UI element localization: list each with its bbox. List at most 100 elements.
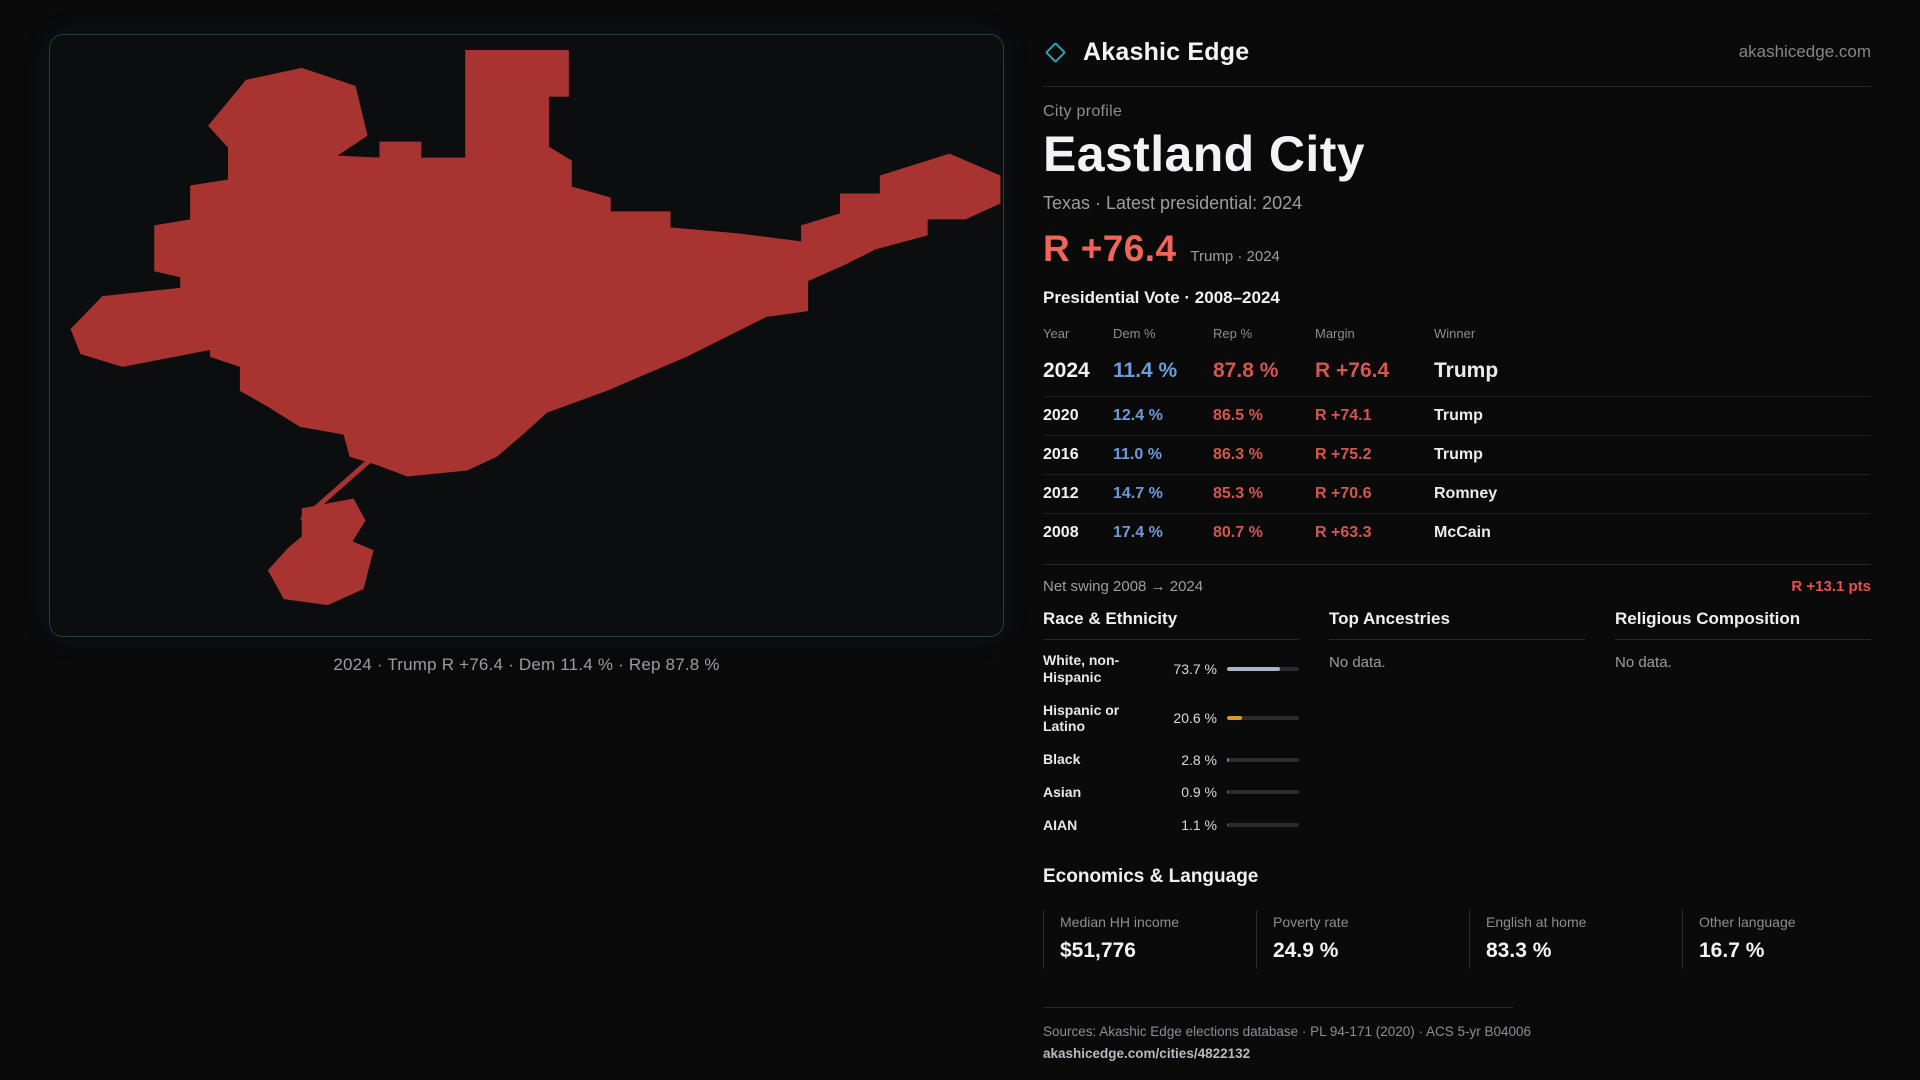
race-bar-fill (1227, 790, 1228, 795)
ancestries-no-data: No data. (1329, 654, 1386, 671)
stat-label: Median HH income (1060, 913, 1180, 930)
race-value: 0.9 % (1181, 784, 1217, 801)
city-map-panel (49, 34, 1004, 637)
stat-poverty-rate: Poverty rate 24.9 % (1256, 909, 1445, 969)
vote-margin: R +63.3 (1315, 524, 1372, 541)
race-label: White, non-Hispanic (1043, 652, 1120, 685)
net-swing-row: Net swing 2008 → 2024 R +13.1 pts (1043, 565, 1871, 595)
profile-subtitle: Texas · Latest presidential: 2024 (1043, 193, 1303, 213)
permalink-link[interactable]: akashicedge.com/cities/4822132 (1043, 1045, 1251, 1061)
headline-context: Trump · 2024 (1190, 248, 1280, 265)
vote-winner: Trump (1434, 407, 1483, 424)
brand-header: Akashic Edge akashicedge.com (1043, 30, 1871, 74)
vote-rep-pct: 87.8 % (1213, 359, 1279, 382)
stat-value: 24.9 % (1273, 938, 1339, 962)
stat-label: Poverty rate (1273, 913, 1349, 930)
race-label: Asian (1043, 783, 1082, 800)
stat-label: Other language (1699, 913, 1796, 930)
city-tail-strip (300, 449, 382, 523)
vote-rep-pct: 80.7 % (1213, 524, 1263, 541)
race-value: 20.6 % (1173, 710, 1217, 727)
vote-row-2012: 2012 14.7 % 85.3 % R +70.6 Romney (1043, 474, 1871, 513)
stat-english-at-home: English at home 83.3 % (1469, 909, 1658, 969)
vote-table-header: Year Dem % Rep % Margin Winner (1043, 318, 1871, 351)
race-label: AIAN (1043, 816, 1078, 833)
vote-year: 2016 (1043, 446, 1079, 463)
city-map (70, 49, 1001, 606)
vote-margin: R +76.4 (1315, 359, 1390, 382)
religious-composition-section: Religious Composition No data. (1615, 609, 1871, 842)
top-ancestries-section: Top Ancestries No data. (1329, 609, 1585, 842)
city-boundary-shape (70, 49, 1001, 606)
col-year: Year (1043, 326, 1070, 341)
race-value: 1.1 % (1181, 817, 1217, 834)
map-caption: 2024 · Trump R +76.4 · Dem 11.4 % · Rep … (333, 655, 720, 674)
brand-diamond-icon (1043, 40, 1067, 64)
vote-rep-pct: 85.3 % (1213, 485, 1263, 502)
vote-table-title: Presidential Vote · 2008–2024 (1043, 288, 1280, 307)
vote-table: Year Dem % Rep % Margin Winner 2024 11.4… (1043, 318, 1871, 552)
race-bar-fill (1227, 823, 1228, 828)
vote-rep-pct: 86.5 % (1213, 407, 1263, 424)
stat-label: English at home (1486, 913, 1587, 930)
col-rep: Rep % (1213, 326, 1253, 341)
race-value: 73.7 % (1173, 660, 1217, 677)
religion-no-data: No data. (1615, 654, 1672, 671)
race-bar (1227, 823, 1299, 828)
race-label: Hispanic or Latino (1043, 701, 1120, 735)
info-column: Akashic Edge akashicedge.com City profil… (1043, 30, 1871, 1063)
race-value: 2.8 % (1181, 751, 1217, 768)
economics-title: Economics & Language (1043, 865, 1259, 887)
race-bar-fill (1227, 666, 1281, 671)
vote-winner: Trump (1434, 359, 1499, 382)
economics-stats-row: Median HH income $51,776 Poverty rate 24… (1043, 909, 1871, 969)
vote-dem-pct: 12.4 % (1113, 407, 1163, 424)
vote-margin: R +75.2 (1315, 446, 1372, 463)
race-bar-fill (1227, 757, 1230, 762)
race-bar (1227, 757, 1299, 762)
col-winner: Winner (1434, 326, 1476, 341)
vote-year: 2024 (1043, 359, 1090, 382)
race-row-asian: Asian 0.9 % (1043, 776, 1299, 809)
vote-margin: R +74.1 (1315, 407, 1372, 424)
headline-margin: R +76.4 (1043, 228, 1177, 269)
col-dem: Dem % (1113, 326, 1156, 341)
vote-row-2016: 2016 11.0 % 86.3 % R +75.2 Trump (1043, 435, 1871, 474)
col-margin: Margin (1315, 326, 1355, 341)
vote-row-2008: 2008 17.4 % 80.7 % R +63.3 McCain (1043, 513, 1871, 552)
race-ethnicity-section: Race & Ethnicity White, non-Hispanic 73.… (1043, 609, 1299, 842)
vote-dem-pct: 17.4 % (1113, 524, 1163, 541)
stat-median-hh-income: Median HH income $51,776 (1043, 909, 1232, 969)
headline-result: R +76.4 Trump · 2024 (1043, 228, 1871, 270)
sources-line: Sources: Akashic Edge elections database… (1043, 1023, 1532, 1039)
profile-kicker: City profile (1043, 103, 1123, 120)
vote-year: 2008 (1043, 524, 1079, 541)
vote-margin: R +70.6 (1315, 485, 1372, 502)
vote-year: 2012 (1043, 485, 1079, 502)
vote-rep-pct: 86.3 % (1213, 446, 1263, 463)
brand-domain-link[interactable]: akashicedge.com (1738, 42, 1871, 61)
net-swing-value: R +13.1 pts (1791, 578, 1871, 595)
race-bar (1227, 790, 1299, 795)
stat-value: 83.3 % (1486, 938, 1552, 962)
divider (1043, 86, 1871, 87)
ancestries-section-title: Top Ancestries (1329, 609, 1585, 640)
race-rows: White, non-Hispanic 73.7 % Hispanic or L… (1043, 644, 1299, 842)
vote-winner: Romney (1434, 485, 1498, 502)
race-bar (1227, 666, 1299, 671)
vote-winner: Trump (1434, 446, 1483, 463)
race-bar-fill (1227, 716, 1242, 721)
stat-other-language: Other language 16.7 % (1682, 909, 1871, 969)
brand-left: Akashic Edge (1043, 38, 1249, 67)
demographics-grid: Race & Ethnicity White, non-Hispanic 73.… (1043, 609, 1871, 842)
religion-section-title: Religious Composition (1615, 609, 1871, 640)
race-row-aian: AIAN 1.1 % (1043, 809, 1299, 842)
race-row-hispanic: Hispanic or Latino 20.6 % (1043, 694, 1299, 744)
race-row-black: Black 2.8 % (1043, 743, 1299, 776)
race-bar (1227, 716, 1299, 721)
vote-year: 2020 (1043, 407, 1079, 424)
vote-dem-pct: 11.4 % (1113, 359, 1178, 382)
vote-row-2024: 2024 11.4 % 87.8 % R +76.4 Trump (1043, 351, 1871, 396)
vote-row-2020: 2020 12.4 % 86.5 % R +74.1 Trump (1043, 396, 1871, 435)
